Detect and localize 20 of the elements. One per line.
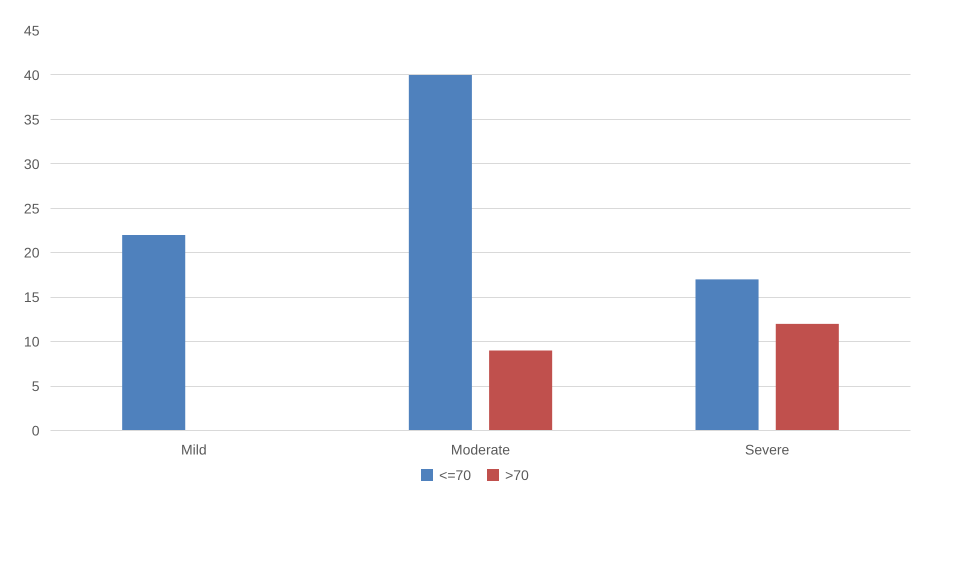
y-tick-label: 15	[24, 289, 40, 306]
bar	[122, 234, 186, 430]
y-tick-label: 45	[24, 22, 40, 38]
y-tick-label: 5	[32, 378, 40, 394]
bar	[696, 279, 759, 430]
x-tick-label: Mild	[181, 442, 207, 458]
y-tick-label: 40	[24, 66, 40, 83]
x-tick-label: Moderate	[450, 442, 510, 458]
x-tick-label: Severe	[744, 442, 790, 458]
y-tick-label: 0	[32, 422, 40, 438]
y-tick-label: 20	[24, 244, 40, 261]
bar	[776, 324, 839, 430]
y-tick-label: 25	[24, 200, 40, 216]
bar	[489, 350, 552, 430]
legend-item: <=70	[421, 467, 472, 483]
y-tick-label: 30	[24, 156, 40, 172]
bar	[408, 74, 472, 430]
y-tick-label: 35	[24, 111, 40, 128]
legend-item: >70	[487, 467, 529, 483]
y-tick-label: 10	[24, 334, 40, 350]
